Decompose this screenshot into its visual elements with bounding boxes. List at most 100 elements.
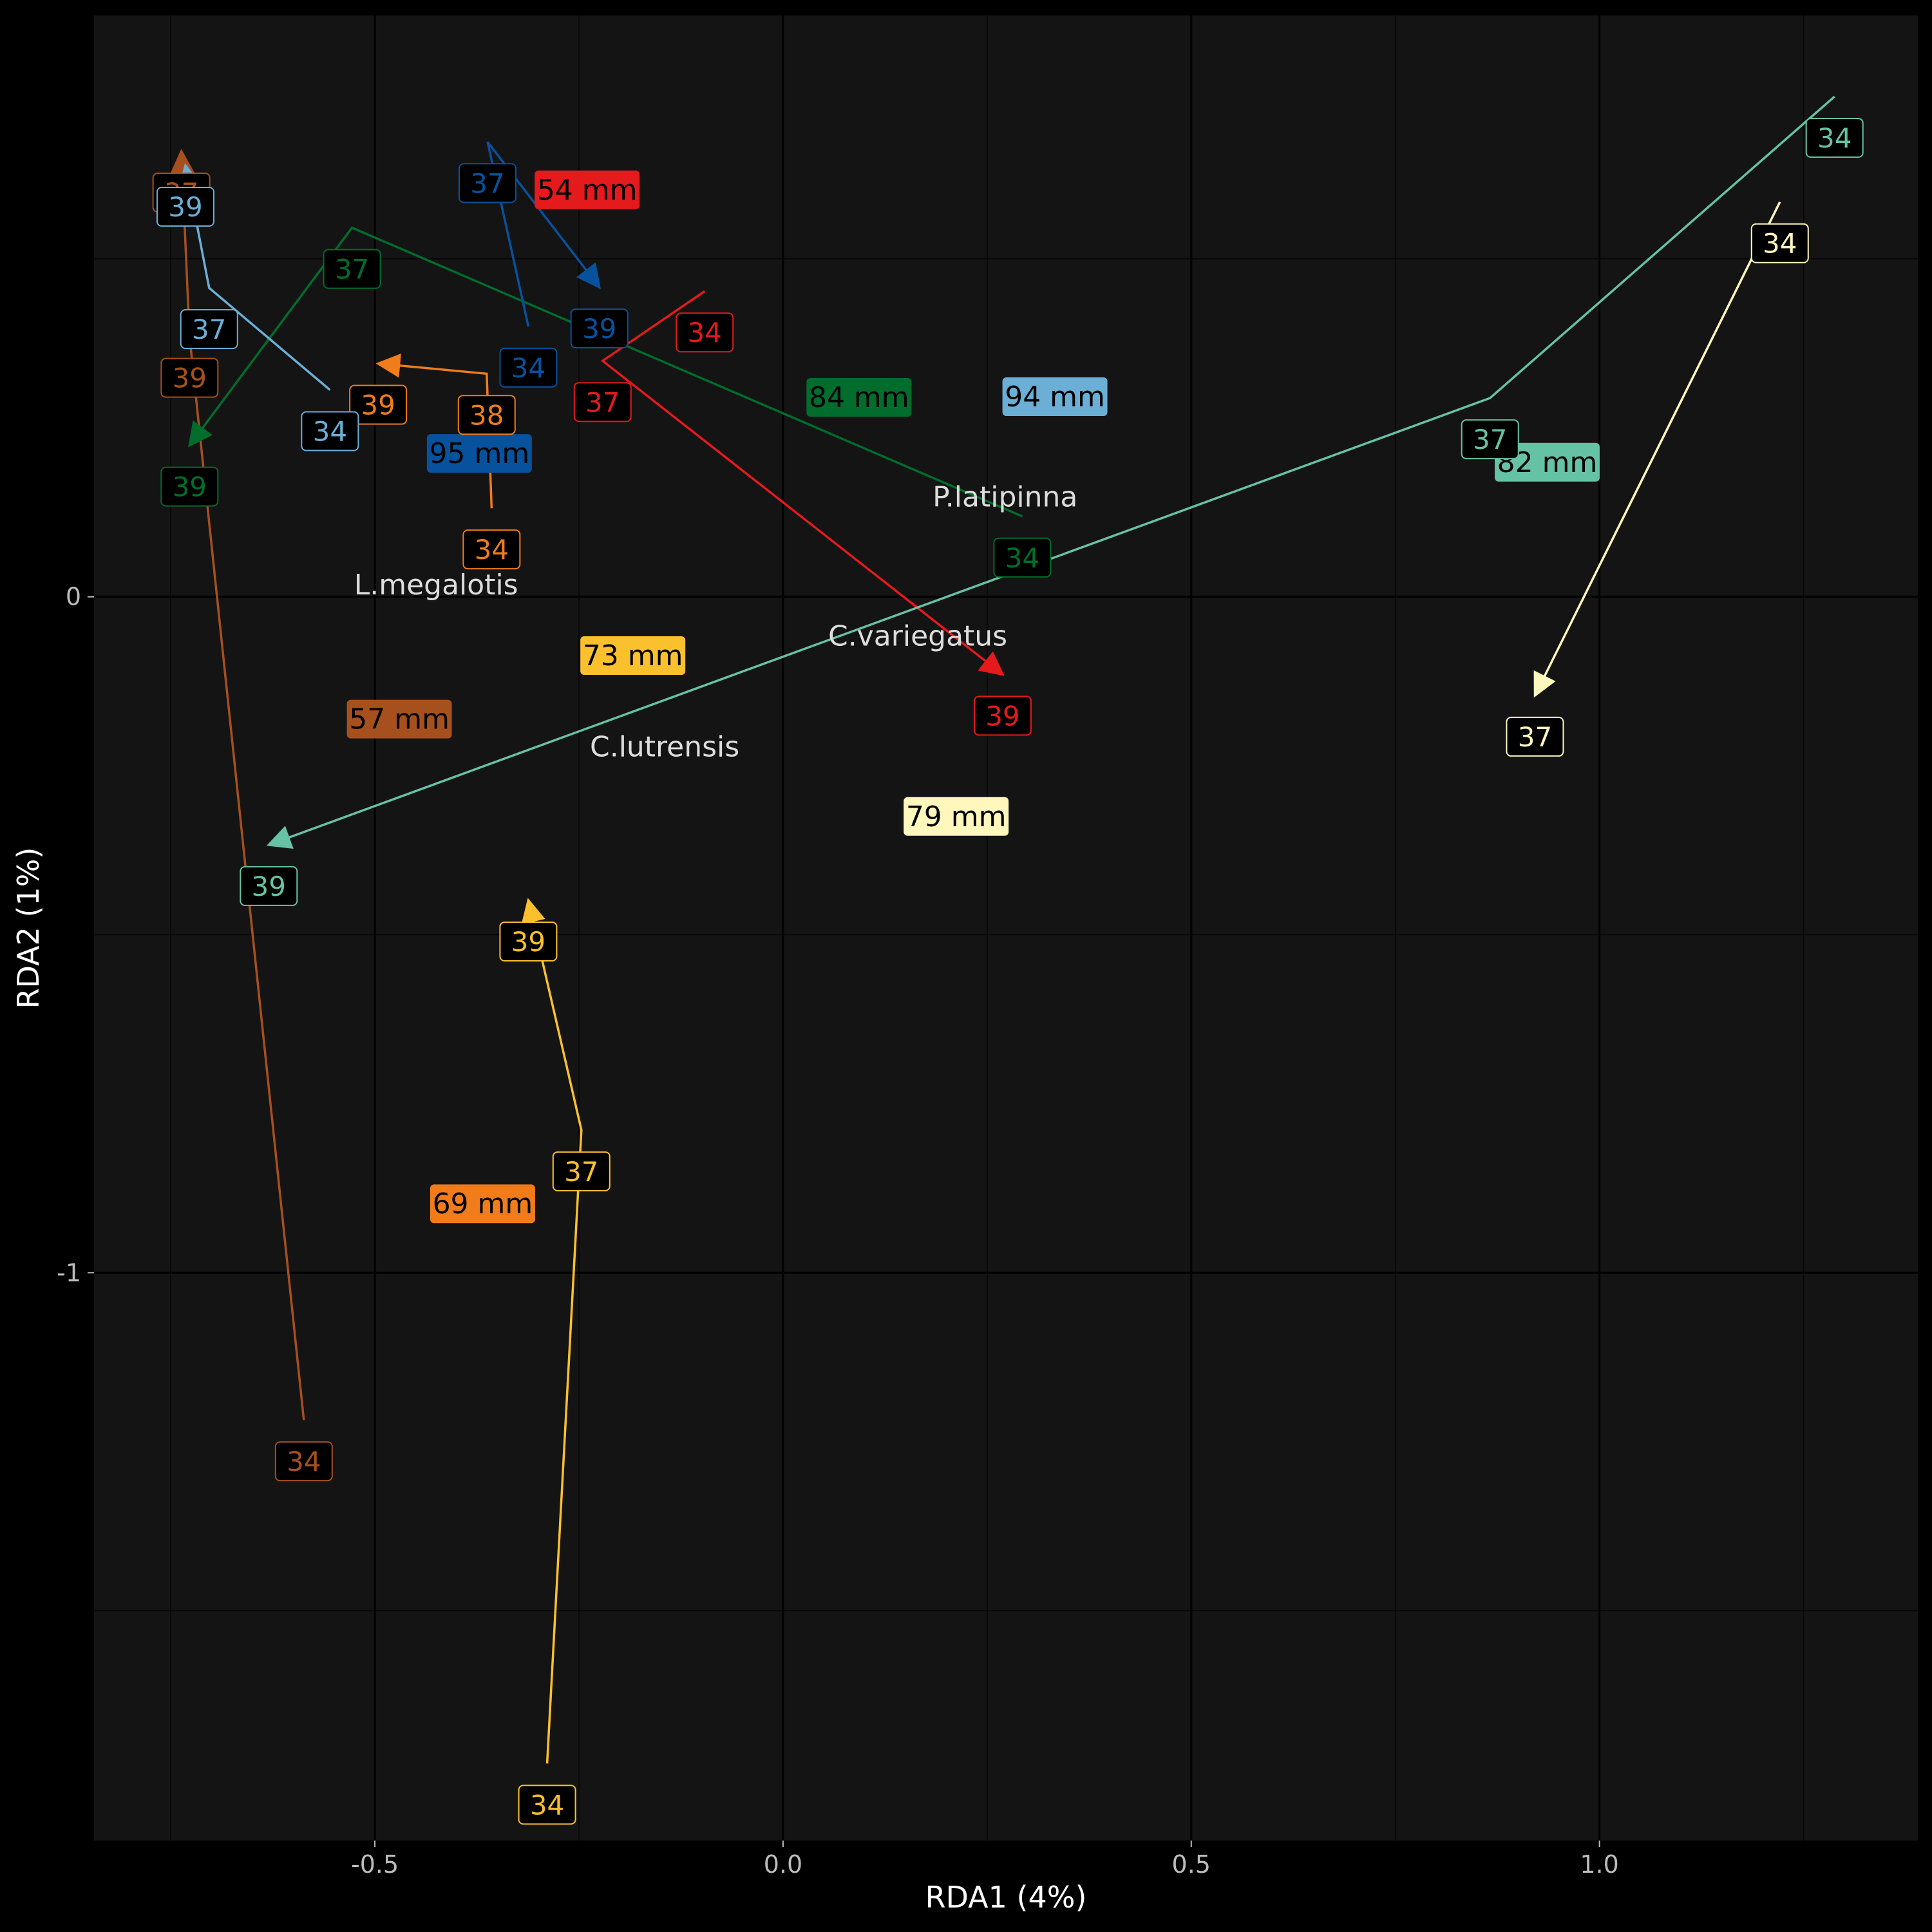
x-tick-label: -0.5	[351, 1850, 399, 1879]
point-label-background	[1506, 716, 1564, 757]
point-label: 39	[252, 871, 286, 902]
x-tick-label: 1.0	[1580, 1850, 1618, 1879]
point-label-background	[180, 309, 238, 350]
size-label-background	[535, 170, 640, 209]
point-label: 39	[173, 471, 207, 503]
point-label-box: 34	[993, 537, 1052, 578]
size-label: 94 mm	[1005, 381, 1105, 413]
trajectory-line	[600, 290, 1005, 676]
point-label: 37	[335, 254, 369, 285]
point-label-box: 34	[274, 1441, 333, 1482]
point-label-box: 38	[457, 395, 516, 435]
trajectory-line	[1533, 201, 1781, 698]
point-label-background	[301, 411, 359, 451]
size-label-background	[806, 378, 912, 417]
point-label: 37	[1518, 721, 1552, 753]
size-label: 79 mm	[906, 800, 1007, 833]
point-label: 34	[287, 1446, 321, 1477]
point-labels: 3437393439373438393437393437343739343739…	[152, 117, 1864, 1825]
point-label-background	[156, 187, 214, 227]
point-label: 34	[475, 534, 509, 565]
point-label-background	[499, 921, 558, 961]
point-label-box: 39	[156, 187, 214, 227]
size-label: 73 mm	[583, 639, 683, 672]
size-label-box: 95 mm	[426, 434, 532, 473]
x-tick-label: 0.0	[764, 1850, 802, 1879]
size-label-box: 84 mm	[806, 378, 912, 417]
point-label: 34	[687, 317, 721, 348]
trajectory-line	[521, 898, 583, 1764]
point-label-background	[973, 696, 1032, 736]
size-label-background	[580, 636, 686, 675]
size-label-background	[430, 1184, 535, 1224]
point-label: 39	[985, 700, 1019, 732]
point-label-background	[676, 312, 734, 353]
species-label: L.megalotis	[354, 569, 518, 601]
point-label: 34	[1005, 542, 1039, 574]
trajectory-line	[266, 95, 1835, 849]
size-label: 95 mm	[429, 437, 529, 470]
point-label: 37	[585, 386, 620, 418]
point-label-background	[462, 529, 521, 570]
size-label: 54 mm	[537, 174, 638, 207]
axis-ticks: -0.5 0.0 0.5 1.0 0 -1	[57, 583, 1619, 1879]
point-label-box: 39	[240, 866, 298, 906]
point-label: 38	[469, 399, 504, 431]
point-label-background	[240, 866, 298, 906]
species-label: P.latipinna	[933, 480, 1077, 513]
point-label-box: 37	[1506, 716, 1564, 757]
species-label: C.lutrensis	[590, 731, 739, 764]
point-label-box: 34	[676, 312, 734, 353]
point-label-background	[160, 466, 219, 507]
point-label: 37	[1473, 424, 1507, 455]
point-label-box: 34	[1750, 223, 1809, 263]
point-label-box: 39	[570, 308, 629, 348]
point-label: 37	[192, 314, 226, 345]
point-label-background	[552, 1151, 611, 1191]
plot-panel	[94, 15, 1918, 1841]
point-label-box: 37	[459, 163, 517, 204]
species-label: C.variegatus	[828, 620, 1007, 653]
size-label-box: 69 mm	[430, 1184, 535, 1224]
point-label: 39	[168, 191, 202, 223]
point-label-box: 37	[180, 309, 238, 350]
x-axis-title: RDA1 (4%)	[925, 1880, 1087, 1915]
size-label: 84 mm	[809, 381, 909, 414]
point-label-background	[1461, 419, 1519, 460]
y-tick-label: -1	[57, 1258, 81, 1287]
point-label-box: 37	[323, 249, 381, 289]
point-label-box: 34	[462, 529, 521, 570]
point-label-background	[1805, 117, 1864, 158]
point-label: 34	[313, 415, 347, 447]
point-label: 34	[1817, 122, 1852, 154]
size-label-background	[904, 797, 1009, 836]
size-label-box: 57 mm	[346, 699, 452, 739]
point-label-box: 37	[573, 382, 632, 422]
point-label: 39	[361, 390, 395, 421]
point-label: 37	[470, 167, 504, 199]
point-label-background	[459, 163, 517, 204]
point-label: 34	[530, 1789, 564, 1821]
size-label-background	[426, 434, 532, 473]
point-label-background	[323, 249, 381, 289]
size-label: 57 mm	[349, 703, 450, 736]
point-label: 34	[511, 352, 545, 384]
size-label-box: 54 mm	[535, 170, 640, 209]
y-axis-title: RDA2 (1%)	[11, 848, 46, 1009]
x-tick-label: 0.5	[1172, 1850, 1211, 1879]
point-label-background	[274, 1441, 333, 1482]
point-label-box: 39	[973, 696, 1032, 736]
point-label-box: 34	[499, 347, 558, 388]
point-label-background	[518, 1785, 576, 1825]
trajectory-line	[188, 226, 1023, 518]
point-label: 39	[511, 926, 545, 958]
point-label-box: 37	[552, 1151, 611, 1191]
size-label: 69 mm	[433, 1188, 533, 1220]
point-label-background	[457, 395, 516, 435]
size-label-box: 94 mm	[1002, 377, 1108, 416]
point-label-box: 37	[1461, 419, 1519, 460]
point-label-background	[160, 357, 219, 398]
size-label-background	[1002, 377, 1108, 416]
point-label-background	[349, 384, 408, 425]
